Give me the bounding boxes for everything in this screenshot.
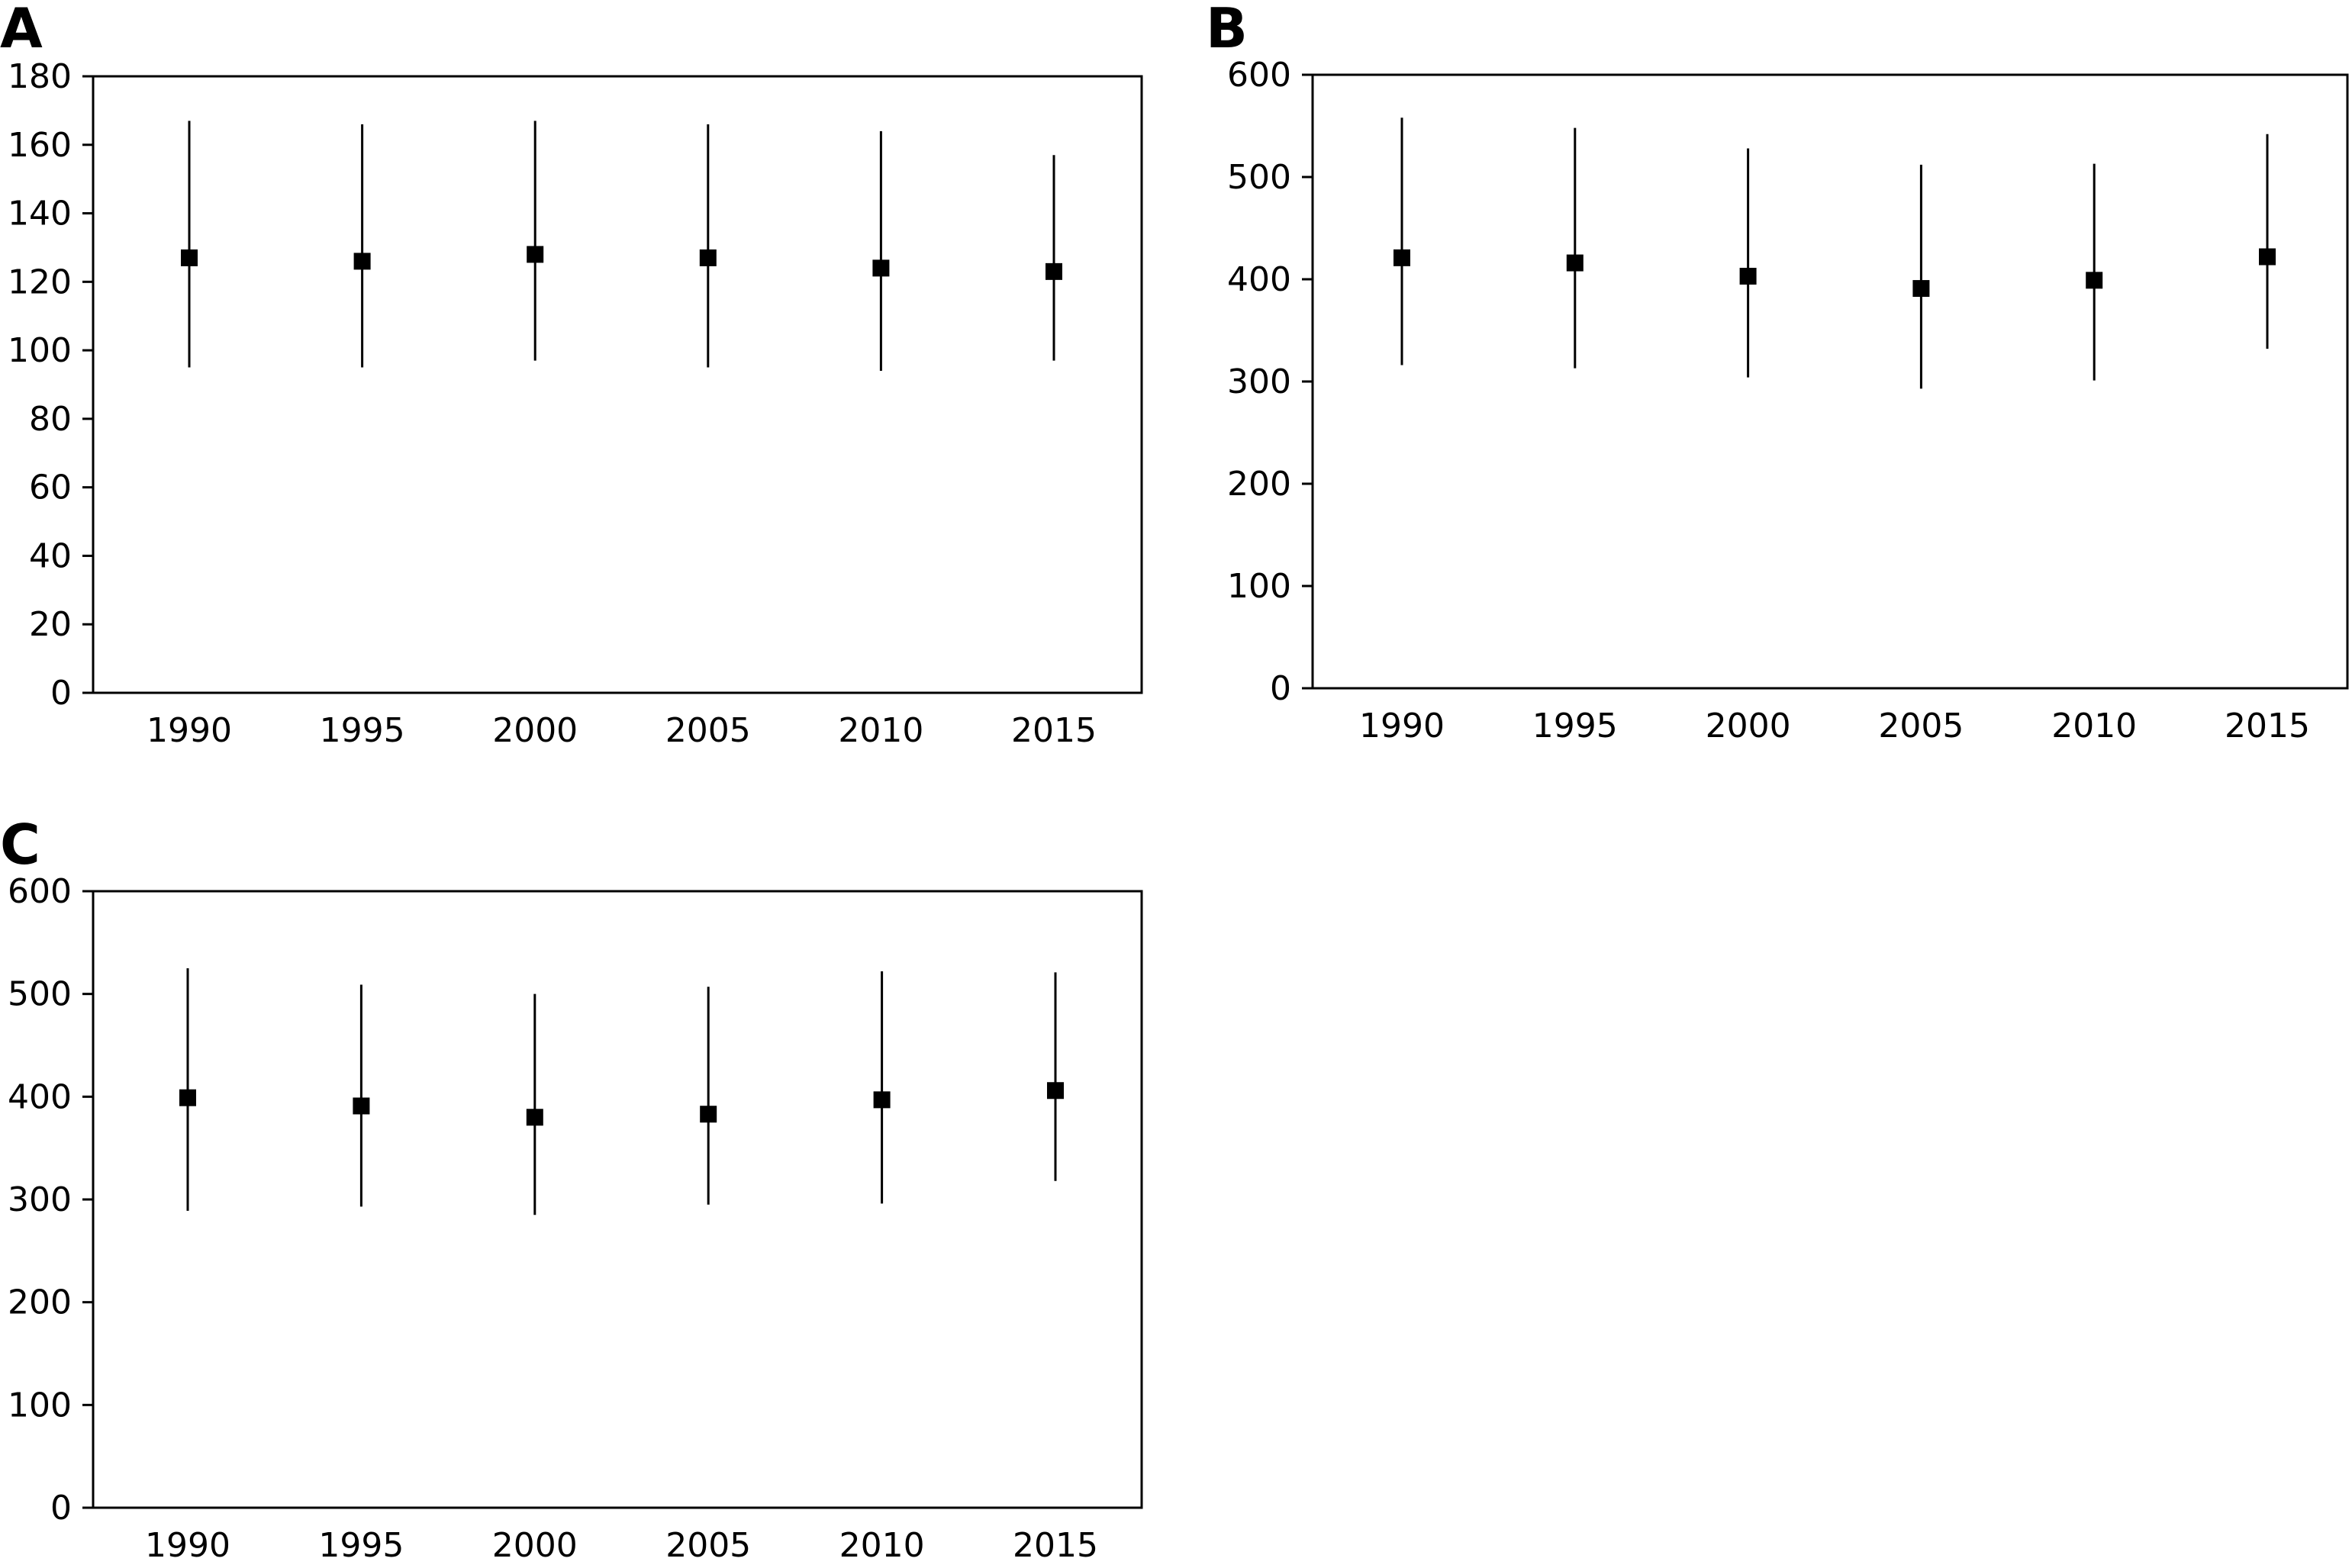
y-tick-label-a: 180	[8, 57, 72, 96]
y-tick-label-a: 140	[8, 195, 72, 233]
y-tick-label-a: 160	[8, 126, 72, 165]
data-point-a	[872, 259, 890, 277]
data-point-c	[700, 1106, 717, 1123]
data-point-c	[353, 1097, 370, 1115]
y-tick-label-c: 400	[8, 1077, 72, 1116]
plot-frame-b	[1311, 73, 2349, 690]
x-tick-label-c: 1990	[145, 1526, 230, 1565]
x-tick-label-c: 2010	[839, 1526, 925, 1565]
y-tick-label-b: 600	[1227, 56, 1291, 95]
plot-frame-c	[92, 890, 1143, 1509]
x-tick-label-a: 2000	[492, 711, 578, 750]
y-tick-label-a: 100	[8, 331, 72, 370]
x-tick-label-a: 1995	[320, 711, 405, 750]
panel-a: A 0 20 40 60 80 100 120 140 160 180 1990 1995 2000 20…	[0, 0, 1143, 750]
y-tick-label-c: 200	[8, 1283, 72, 1322]
data-point-c	[873, 1091, 891, 1109]
y-tick-label-c: 100	[8, 1386, 72, 1425]
y-tick-label-b: 100	[1227, 567, 1291, 606]
x-tick-label-a: 2010	[838, 711, 923, 750]
y-tick-label-a: 20	[29, 605, 72, 644]
data-point-b	[1912, 280, 1930, 298]
data-point-a	[181, 249, 198, 266]
data-point-b	[1739, 267, 1757, 285]
y-tick-label-b: 0	[1270, 669, 1291, 708]
y-tick-label-b: 400	[1227, 260, 1291, 299]
x-tick-label-b: 1990	[1359, 707, 1445, 745]
x-tick-label-a: 2005	[665, 711, 751, 750]
y-tick-label-a: 80	[29, 400, 72, 439]
data-point-b	[1566, 254, 1584, 272]
x-tick-label-b: 2005	[1878, 707, 1964, 745]
data-point-a	[353, 253, 371, 270]
data-point-c	[526, 1109, 543, 1126]
y-tick-label-c: 300	[8, 1180, 72, 1219]
data-point-a	[1046, 262, 1062, 280]
y-tick-label-a: 120	[8, 262, 72, 301]
y-tick-label-b: 200	[1227, 465, 1291, 504]
panel-c: C 0 100 200 300 400 500 600 1990 1995 2000 2005 201…	[0, 813, 1143, 1565]
x-tick-label-c: 2000	[492, 1526, 578, 1565]
x-tick-label-a: 1990	[147, 711, 232, 750]
y-tick-label-a: 0	[50, 674, 72, 713]
y-tick-label-b: 500	[1227, 158, 1291, 197]
plot-frame-a	[92, 75, 1143, 694]
data-point-c	[1047, 1082, 1064, 1100]
panel-label-c: C	[0, 813, 40, 877]
data-point-b	[2259, 248, 2276, 266]
data-point-b	[2086, 272, 2103, 289]
y-tick-label-a: 60	[29, 468, 72, 507]
y-tick-label-c: 600	[8, 872, 72, 911]
panel-label-b: B	[1206, 0, 1248, 60]
x-tick-label-c: 1995	[318, 1526, 404, 1565]
panel-b: B 0 100 200 300 400 500 600 1990 1995 2000 2005 201…	[1206, 0, 2349, 745]
x-tick-label-b: 1995	[1532, 707, 1618, 745]
x-tick-label-c: 2005	[665, 1526, 751, 1565]
x-tick-label-b: 2000	[1706, 707, 1791, 745]
y-tick-label-c: 0	[50, 1489, 72, 1528]
x-tick-label-b: 2015	[2225, 707, 2310, 745]
y-tick-label-b: 300	[1227, 362, 1291, 401]
data-point-a	[699, 249, 717, 266]
data-point-b	[1393, 249, 1410, 266]
x-tick-label-c: 2015	[1013, 1526, 1098, 1565]
panel-label-a: A	[0, 0, 43, 60]
x-tick-label-a: 2015	[1011, 711, 1097, 750]
y-tick-label-c: 500	[8, 975, 72, 1014]
y-tick-label-a: 40	[29, 536, 72, 575]
x-tick-label-b: 2010	[2051, 707, 2137, 745]
data-point-a	[527, 246, 544, 263]
data-point-c	[179, 1089, 196, 1106]
